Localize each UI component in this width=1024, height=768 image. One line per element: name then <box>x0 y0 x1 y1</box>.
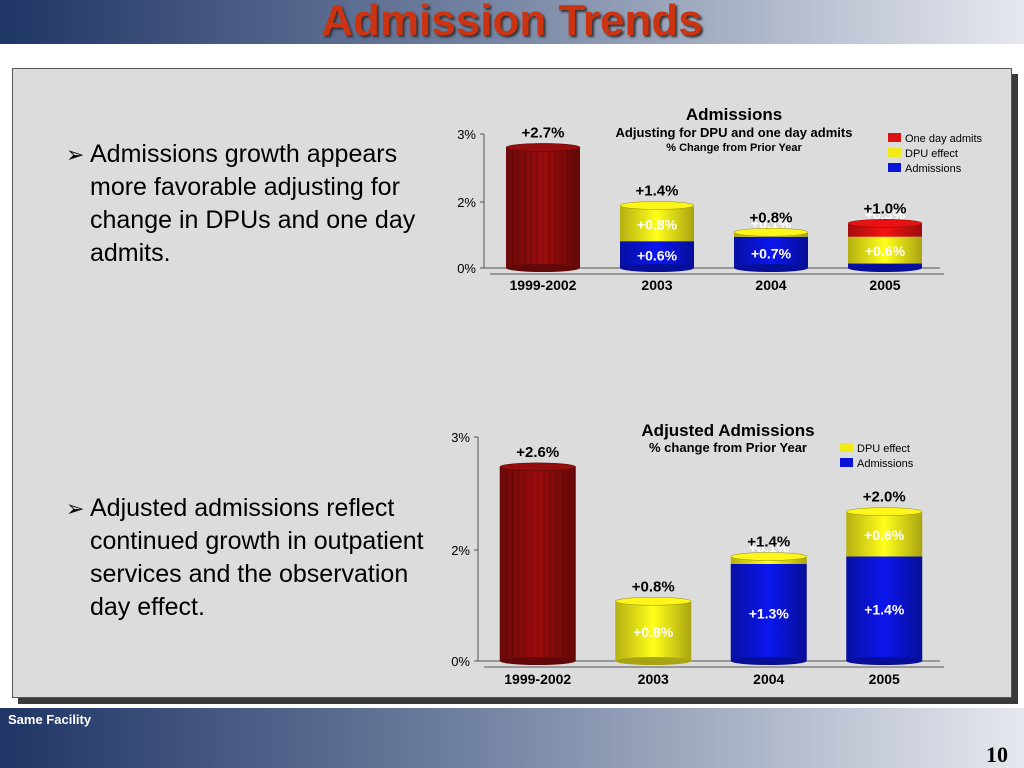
x-category-label: 2003 <box>641 277 672 293</box>
bar-segment-label: +0.8% <box>637 216 678 232</box>
bar-segment-1999-2002-total <box>499 466 576 661</box>
bar-total-label: +2.7% <box>522 124 565 141</box>
bar-segment-2005-DPU effect <box>846 511 923 557</box>
legend-swatch <box>888 148 901 157</box>
bullet-2-text: Adjusted admissions reflect continued gr… <box>90 494 424 621</box>
legend-swatch <box>840 443 853 452</box>
bar-total-label: +1.4% <box>747 533 790 550</box>
x-category-label: 2004 <box>755 277 786 293</box>
y-tick-label: 0% <box>457 261 476 276</box>
bar-segment-label: +1.4% <box>864 602 905 618</box>
page-number: 10 <box>986 742 1008 767</box>
chart-subtitle: Adjusting for DPU and one day admits <box>616 125 853 140</box>
legend-label: DPU effect <box>905 148 958 160</box>
y-tick-label: 0% <box>451 654 470 669</box>
bar-base-cap <box>846 657 923 665</box>
bar-segment-label: +0.8% <box>633 624 674 640</box>
legend-label: Admissions <box>905 163 962 175</box>
bottom-banner <box>0 708 1024 768</box>
chart-subtitle: % change from Prior Year <box>649 440 807 455</box>
bar-total-label: +1.0% <box>864 200 907 217</box>
bullet-1: ➢ Admissions growth appears more favorabl… <box>66 138 430 270</box>
bar-segment-2003-DPU effect <box>615 601 692 661</box>
bar-segment-1999-2002-total <box>506 147 580 268</box>
x-category-label: 2004 <box>753 671 784 687</box>
chart-subtitle-2: % Change from Prior Year <box>666 142 802 154</box>
chart-title: Admissions <box>686 105 782 124</box>
bar-segment-2003-Admissions <box>620 241 694 268</box>
bar-total-label: +1.4% <box>636 182 679 199</box>
y-tick-label: 3% <box>451 430 470 445</box>
x-category-label: 2005 <box>869 671 900 687</box>
bar-segment-2004-Admissions <box>734 236 808 268</box>
bar-segment-2003-DPU effect <box>620 205 694 242</box>
bar-top-cap <box>846 507 923 516</box>
bar-base-cap <box>506 264 580 272</box>
bar-segment-2004-Admissions <box>730 563 807 661</box>
top-banner <box>0 0 1024 44</box>
bar-total-label: +0.8% <box>750 209 793 226</box>
y-tick-label: 2% <box>457 195 476 210</box>
arrow-bullet-icon: ➢ <box>66 496 85 521</box>
slide-title: Admission Trends <box>321 0 703 45</box>
chart-title: Adjusted Admissions <box>641 421 814 440</box>
legend-swatch <box>840 458 853 467</box>
x-category-label: 2005 <box>869 277 900 293</box>
bar-segment-label: +0.3% <box>865 206 906 222</box>
bullet-1-text: Admissions growth appears more favorable… <box>90 140 416 267</box>
bar-total-label: +0.8% <box>632 578 675 595</box>
bar-segment-label: +0.6% <box>864 527 905 543</box>
bar-total-label: +2.6% <box>516 444 559 461</box>
bar-top-cap <box>619 201 695 210</box>
bar-top-cap <box>505 143 581 152</box>
bar-base-cap <box>848 264 922 272</box>
bar-top-cap <box>733 228 809 237</box>
bar-base-cap <box>734 264 808 272</box>
bar-segment-label: +0.6% <box>865 243 906 259</box>
bar-base-cap <box>499 657 576 665</box>
bar-top-cap <box>615 597 692 606</box>
bar-top-cap <box>499 462 576 472</box>
bar-segment-2005-Admissions <box>846 556 923 661</box>
legend-label: DPU effect <box>857 443 910 455</box>
x-category-label: 1999-2002 <box>510 277 577 293</box>
bar-base-cap <box>730 657 807 665</box>
legend-label: One day admits <box>905 133 983 145</box>
bar-segment-2005-DPU effect <box>848 236 922 264</box>
bar-segment-label: +0.7% <box>751 245 792 261</box>
legend-label: Admissions <box>857 458 914 470</box>
bar-segment-label: +0.1% <box>749 539 790 555</box>
bar-segment-label: +0.6% <box>637 248 678 264</box>
bar-total-label: +2.0% <box>863 489 906 506</box>
legend-swatch <box>888 163 901 172</box>
arrow-bullet-icon: ➢ <box>66 142 85 167</box>
x-category-label: 1999-2002 <box>504 671 571 687</box>
y-tick-label: 3% <box>457 127 476 142</box>
bar-top-cap <box>730 552 807 561</box>
x-category-label: 2003 <box>638 671 669 687</box>
bar-base-cap <box>615 657 692 665</box>
bar-top-cap <box>847 219 923 228</box>
footer-label: Same Facility <box>8 712 92 727</box>
legend-swatch <box>888 133 901 142</box>
bar-segment-label: +1.3% <box>749 605 790 621</box>
bullet-2: ➢ Adjusted admissions reflect continued g… <box>66 492 430 624</box>
y-tick-label: 2% <box>451 543 470 558</box>
bar-segment-label: +0.1% <box>751 215 792 231</box>
bar-base-cap <box>620 264 694 272</box>
